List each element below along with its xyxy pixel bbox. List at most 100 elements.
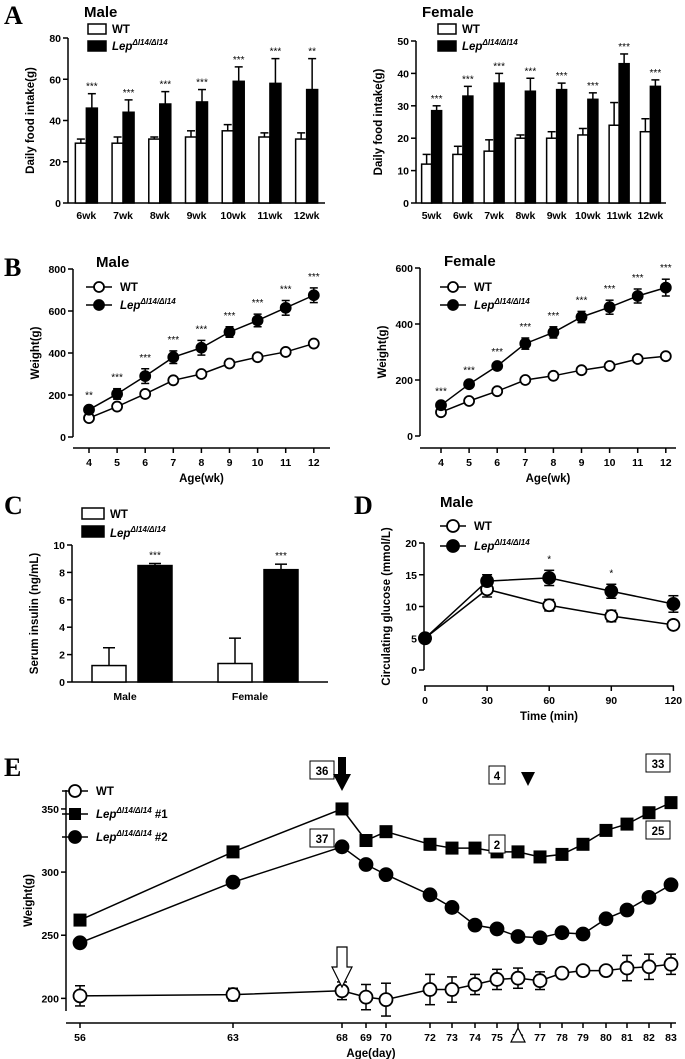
data-point-1 — [446, 842, 459, 855]
y-tick-label: 350 — [41, 804, 59, 816]
significance-marker: *** — [618, 42, 630, 53]
data-point-1 — [577, 312, 587, 322]
chart-c: 0246810Serum insulin (ng/mL) ***Male***Fe… — [29, 508, 328, 703]
x-tick-label: 10 — [604, 457, 616, 469]
bar-wt — [640, 132, 650, 203]
significance-marker: *** — [224, 311, 236, 322]
y-tick-label: 200 — [48, 390, 66, 402]
x-tick-label: 69 — [360, 1032, 372, 1044]
legend-label-lep-1-base: Lep — [474, 300, 494, 312]
annotation-label: 36 — [316, 766, 329, 778]
data-point-2 — [227, 876, 240, 889]
bar-lep — [270, 83, 281, 203]
data-point-0 — [543, 599, 555, 611]
legend-marker-0 — [94, 282, 104, 292]
significance-marker: *** — [435, 386, 447, 397]
x-axis-label: Time (min) — [520, 711, 578, 723]
significance-marker: *** — [632, 273, 644, 284]
data-point-1 — [84, 405, 94, 415]
legend-label-wt: WT — [96, 786, 114, 798]
bar-lep — [233, 81, 244, 203]
legend-label-wt: WT — [474, 282, 492, 294]
data-point-1 — [419, 632, 431, 644]
legend-label-wt: WT — [110, 509, 128, 521]
x-tick-label: 7 — [170, 457, 176, 469]
data-point-1 — [512, 845, 525, 858]
x-tick-label: 9wk — [547, 210, 567, 222]
data-point-1 — [605, 585, 617, 597]
data-point-1 — [380, 825, 393, 838]
chart-a-male: 0 20 40 60 80 Daily food intake(g) *** 6wk *** 7w… — [25, 4, 325, 222]
data-point-2 — [534, 931, 547, 944]
x-tick-label: Female — [232, 691, 268, 703]
bar-wt — [92, 666, 126, 682]
x-tick-label: 82 — [643, 1032, 655, 1044]
chart-d: 05101520Circulating glucose (mmol/L)0 30 6… — [381, 494, 682, 723]
y-tick-label: 0 — [407, 431, 413, 443]
legend-marker-1 — [447, 540, 459, 552]
bar-wt — [609, 125, 619, 203]
legend-swatch-lep — [88, 41, 106, 51]
y-tick-label: 0 — [403, 198, 409, 210]
data-point-1 — [534, 850, 547, 863]
significance-marker: *** — [431, 94, 443, 105]
y-tick-label: 0 — [55, 198, 61, 210]
y-tick-label: 200 — [395, 375, 413, 387]
x-tick-label: 6wk — [453, 210, 473, 222]
data-point-0 — [512, 972, 525, 985]
legend-swatch-lep — [82, 526, 104, 537]
x-tick-label: 68 — [336, 1032, 348, 1044]
data-point-0 — [548, 371, 558, 381]
x-tick-label: 8wk — [150, 210, 170, 222]
bar-wt — [547, 138, 557, 203]
legend-label-wt: WT — [474, 521, 492, 533]
data-point-2 — [74, 936, 87, 949]
x-tick-label: 12wk — [638, 210, 664, 222]
bar-lep — [463, 96, 473, 203]
y-tick-label: 10 — [53, 540, 65, 552]
data-point-0 — [253, 352, 263, 362]
y-tick-label: 20 — [405, 538, 417, 550]
x-tick-label: 4 — [86, 457, 92, 469]
x-tick-label: 10wk — [220, 210, 246, 222]
x-tick-label: 4 — [438, 457, 444, 469]
filled-arrow-down-icon — [333, 757, 351, 791]
y-tick-label: 10 — [405, 602, 417, 614]
significance-marker: *** — [576, 295, 588, 306]
bar-lep — [123, 112, 134, 203]
data-point-2 — [600, 912, 613, 925]
legend-marker-2 — [69, 831, 81, 843]
y-tick-label: 800 — [48, 264, 66, 276]
data-point-1 — [520, 339, 530, 349]
y-tick-label: 8 — [59, 567, 65, 579]
data-point-2 — [469, 919, 482, 932]
significance-marker: *** — [86, 82, 98, 93]
significance-marker: *** — [493, 61, 505, 72]
x-tick-label: 120 — [665, 695, 683, 707]
y-tick-label: 50 — [397, 36, 409, 48]
data-point-0 — [577, 365, 587, 375]
data-point-0 — [605, 610, 617, 622]
bar-lep — [160, 104, 171, 203]
x-tick-label: 11 — [280, 457, 291, 469]
significance-marker: *** — [275, 551, 287, 562]
y-tick-label: 400 — [395, 319, 413, 331]
legend-label-lep-1: LepΔl14/Δl14 — [474, 538, 530, 553]
legend-swatch-lep — [438, 41, 456, 51]
data-point-0 — [464, 396, 474, 406]
bar-lep — [494, 83, 504, 203]
significance-marker: *** — [196, 78, 208, 89]
y-axis-label: Weight(g) — [30, 326, 42, 379]
data-point-0 — [661, 351, 671, 361]
bar-wt — [218, 664, 252, 682]
legend-label-lep: LepΔl14/Δl14 — [462, 38, 518, 53]
data-point-0 — [446, 983, 459, 996]
x-axis-label: Age(wk) — [179, 473, 224, 485]
legend-label-lep-superscript: Δl14/Δl14 — [129, 525, 166, 534]
data-point-0 — [577, 964, 590, 977]
legend-label-lep-1-superscript: Δl14/Δl14 — [139, 297, 176, 306]
legend-label-lep-1-base: Lep — [120, 300, 140, 312]
significance-marker: *** — [111, 373, 123, 384]
x-tick-label: 30 — [481, 695, 493, 707]
significance-marker: ** — [308, 47, 316, 58]
